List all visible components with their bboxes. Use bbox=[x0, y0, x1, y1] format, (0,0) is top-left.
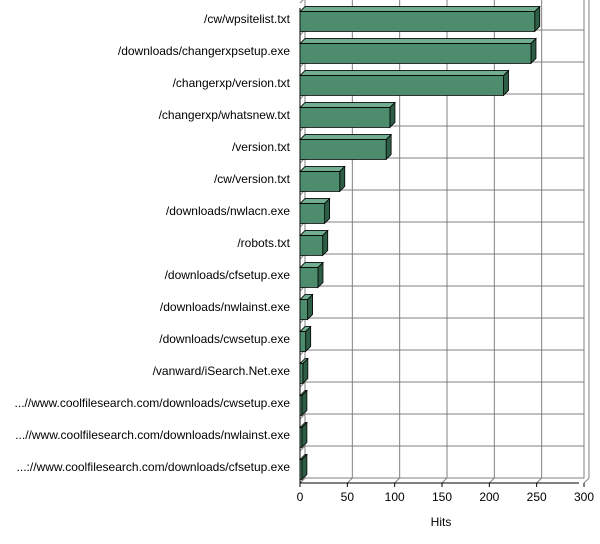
bar-side-face bbox=[385, 133, 392, 161]
category-label: /vanward/iSearch.Net.exe bbox=[153, 364, 291, 378]
category-label: /cw/version.txt bbox=[214, 172, 291, 186]
bar-top-face bbox=[299, 38, 537, 44]
bar-front-face bbox=[299, 395, 303, 416]
category-label: ...://www.coolfilesearch.com/downloads/c… bbox=[17, 460, 291, 474]
h-grid-depth bbox=[299, 381, 306, 388]
bar-top-face bbox=[299, 166, 346, 172]
bar-side-face bbox=[301, 389, 308, 417]
category-label: ...//www.coolfilesearch.com/downloads/cw… bbox=[15, 396, 291, 410]
category-label: /changerxp/whatsnew.txt bbox=[159, 108, 291, 122]
bar-front-face bbox=[299, 139, 387, 160]
floor-depth-line bbox=[346, 477, 353, 484]
x-tick-label: 200 bbox=[479, 490, 499, 504]
category-label: /downloads/changerxpsetup.exe bbox=[118, 44, 290, 58]
bar-top-face bbox=[299, 102, 396, 108]
bar-front-face bbox=[299, 235, 324, 256]
bar bbox=[299, 325, 312, 353]
category-label: /robots.txt bbox=[237, 236, 290, 250]
bar-front-face bbox=[299, 107, 391, 128]
bar-front-face bbox=[299, 11, 536, 32]
bar-side-face bbox=[530, 37, 537, 65]
bar bbox=[299, 261, 324, 289]
bar-side-face bbox=[339, 165, 346, 193]
category-label: /cw/wpsitelist.txt bbox=[204, 12, 291, 26]
bar-side-face bbox=[503, 69, 509, 97]
floor-depth-line bbox=[583, 477, 590, 484]
x-tick-label: 100 bbox=[385, 490, 405, 504]
bar-side-face bbox=[534, 5, 541, 33]
category-label: ...//www.coolfilesearch.com/downloads/nw… bbox=[15, 428, 290, 442]
bar-top-face bbox=[299, 70, 510, 76]
category-label: /changerxp/version.txt bbox=[173, 76, 291, 90]
x-axis-title: Hits bbox=[431, 515, 452, 529]
bar-front-face bbox=[299, 267, 319, 288]
h-grid-depth bbox=[299, 445, 306, 452]
h-grid-depth bbox=[299, 413, 306, 420]
bar-side-face bbox=[307, 293, 313, 321]
bar bbox=[299, 453, 308, 481]
x-tick-label: 50 bbox=[341, 490, 355, 504]
bar-side-face bbox=[389, 101, 396, 129]
bar-front-face bbox=[299, 459, 303, 480]
bar bbox=[299, 165, 346, 193]
bar bbox=[299, 421, 308, 449]
bar bbox=[299, 5, 541, 33]
bar bbox=[299, 389, 308, 417]
bar-side-face bbox=[322, 229, 329, 257]
floor-depth-line bbox=[536, 477, 543, 484]
bar-front-face bbox=[299, 331, 307, 352]
category-label: /downloads/nwlacn.exe bbox=[166, 204, 290, 218]
x-tick-label: 300 bbox=[574, 490, 594, 504]
category-label: /downloads/nwlainst.exe bbox=[160, 300, 290, 314]
x-tick-label: 150 bbox=[432, 490, 452, 504]
bar bbox=[299, 197, 331, 225]
bar-front-face bbox=[299, 43, 532, 64]
category-label: /version.txt bbox=[232, 140, 291, 154]
category-label: /downloads/cwsetup.exe bbox=[159, 332, 290, 346]
bar bbox=[299, 229, 329, 257]
bar bbox=[299, 293, 314, 321]
bar-front-face bbox=[299, 299, 308, 320]
floor-depth-line bbox=[299, 477, 306, 484]
h-grid-depth bbox=[299, 0, 304, 4]
floor-depth-line bbox=[441, 477, 448, 484]
bar-side-face bbox=[301, 421, 308, 449]
x-tick-label: 250 bbox=[527, 490, 547, 504]
category-labels: /cw/wpsitelist.txt/downloads/changerxpse… bbox=[15, 12, 291, 474]
bar-side-face bbox=[301, 453, 308, 481]
bar-side-face bbox=[317, 261, 324, 289]
bar-front-face bbox=[299, 203, 326, 224]
floor-depth-line bbox=[394, 477, 401, 484]
x-tick-label: 0 bbox=[297, 490, 304, 504]
bar-side-face bbox=[324, 197, 331, 225]
bar-front-face bbox=[299, 363, 304, 384]
bar bbox=[299, 133, 393, 161]
bar bbox=[299, 101, 396, 129]
bar bbox=[299, 69, 510, 97]
bar-top-face bbox=[299, 6, 541, 12]
bar-side-face bbox=[302, 357, 309, 385]
x-axis-ticks: 0 50 100 150 200 250 300 bbox=[297, 483, 594, 504]
bar-front-face bbox=[299, 171, 341, 192]
bars-layer bbox=[299, 5, 541, 481]
floor-depth-line bbox=[488, 477, 495, 484]
bar bbox=[299, 357, 309, 385]
bar bbox=[299, 37, 537, 65]
bar-front-face bbox=[299, 75, 504, 96]
bar-top-face bbox=[299, 134, 393, 140]
bar-side-face bbox=[305, 325, 312, 353]
category-label: /downloads/cfsetup.exe bbox=[165, 268, 291, 282]
bar-front-face bbox=[299, 427, 303, 448]
